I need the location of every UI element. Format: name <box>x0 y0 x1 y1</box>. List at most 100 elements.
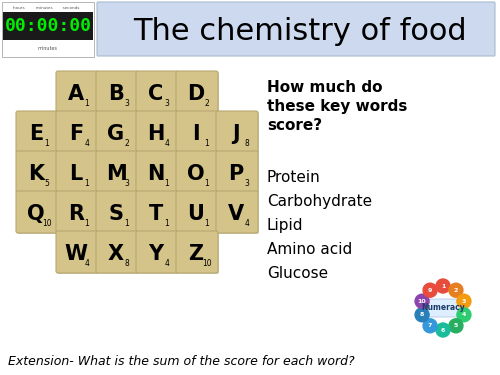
Text: 3: 3 <box>462 299 466 304</box>
FancyBboxPatch shape <box>56 191 98 233</box>
Text: O: O <box>187 164 205 184</box>
Circle shape <box>415 308 429 322</box>
FancyBboxPatch shape <box>57 192 99 234</box>
Text: 7: 7 <box>428 323 432 328</box>
Circle shape <box>434 327 438 330</box>
Text: 4: 4 <box>84 139 89 148</box>
FancyBboxPatch shape <box>96 191 138 233</box>
FancyBboxPatch shape <box>217 152 259 194</box>
Circle shape <box>436 323 450 337</box>
Circle shape <box>436 279 450 293</box>
Text: 1: 1 <box>441 284 445 288</box>
FancyBboxPatch shape <box>176 151 218 193</box>
FancyBboxPatch shape <box>176 71 218 113</box>
FancyBboxPatch shape <box>177 232 219 274</box>
Text: 1: 1 <box>204 219 210 228</box>
Text: Q: Q <box>27 204 45 224</box>
FancyBboxPatch shape <box>176 191 218 233</box>
Text: 4: 4 <box>164 139 170 148</box>
FancyBboxPatch shape <box>177 112 219 154</box>
FancyBboxPatch shape <box>177 192 219 234</box>
FancyBboxPatch shape <box>136 191 178 233</box>
FancyBboxPatch shape <box>96 71 138 113</box>
FancyBboxPatch shape <box>137 112 179 154</box>
Text: 8: 8 <box>124 259 130 268</box>
Circle shape <box>457 294 471 308</box>
FancyBboxPatch shape <box>96 151 138 193</box>
FancyBboxPatch shape <box>422 299 464 317</box>
Text: Carbohydrate: Carbohydrate <box>267 194 372 209</box>
FancyBboxPatch shape <box>97 192 139 234</box>
FancyBboxPatch shape <box>97 2 495 56</box>
Text: Y: Y <box>148 244 164 264</box>
Text: S: S <box>108 204 124 224</box>
FancyBboxPatch shape <box>16 191 58 233</box>
Text: Extension- What is the sum of the score for each word?: Extension- What is the sum of the score … <box>8 355 354 368</box>
Text: X: X <box>108 244 124 264</box>
FancyBboxPatch shape <box>176 231 218 273</box>
Text: 1: 1 <box>204 139 210 148</box>
FancyBboxPatch shape <box>216 151 258 193</box>
Circle shape <box>424 320 426 322</box>
FancyBboxPatch shape <box>57 72 99 114</box>
Text: 00:00:00: 00:00:00 <box>4 17 92 35</box>
Text: 2: 2 <box>124 139 130 148</box>
Text: 8: 8 <box>420 312 424 317</box>
Text: 9: 9 <box>428 288 432 293</box>
Circle shape <box>464 306 466 309</box>
FancyBboxPatch shape <box>97 152 139 194</box>
Circle shape <box>423 283 437 297</box>
Text: G: G <box>108 124 124 144</box>
FancyBboxPatch shape <box>216 111 258 153</box>
Text: 4: 4 <box>244 219 250 228</box>
FancyBboxPatch shape <box>136 111 178 153</box>
Text: F: F <box>69 124 83 144</box>
Circle shape <box>460 294 462 297</box>
Text: E: E <box>29 124 43 144</box>
FancyBboxPatch shape <box>16 151 58 193</box>
Text: 10: 10 <box>42 219 51 228</box>
FancyBboxPatch shape <box>177 72 219 114</box>
Text: 4: 4 <box>164 259 170 268</box>
Text: A: A <box>68 84 84 104</box>
FancyBboxPatch shape <box>136 151 178 193</box>
Circle shape <box>457 308 471 322</box>
Text: L: L <box>70 164 82 184</box>
Text: 5: 5 <box>454 323 458 328</box>
Text: 10: 10 <box>418 299 426 304</box>
Text: 1: 1 <box>164 179 170 188</box>
FancyBboxPatch shape <box>56 111 98 153</box>
Text: T: T <box>149 204 163 224</box>
Text: Lipid: Lipid <box>267 218 304 233</box>
Text: 3: 3 <box>244 179 250 188</box>
FancyBboxPatch shape <box>97 232 139 274</box>
Text: minutes: minutes <box>38 45 58 51</box>
FancyBboxPatch shape <box>176 111 218 153</box>
Text: V: V <box>228 204 244 224</box>
Text: D: D <box>188 84 204 104</box>
Text: U: U <box>188 204 204 224</box>
Text: K: K <box>28 164 44 184</box>
Text: 1: 1 <box>124 219 130 228</box>
Circle shape <box>448 327 452 330</box>
Circle shape <box>415 294 429 308</box>
Circle shape <box>420 306 422 309</box>
FancyBboxPatch shape <box>57 112 99 154</box>
Text: 4: 4 <box>84 259 89 268</box>
Circle shape <box>424 294 426 297</box>
Text: Protein: Protein <box>267 170 321 185</box>
Circle shape <box>449 319 463 333</box>
FancyBboxPatch shape <box>56 151 98 193</box>
Text: 1: 1 <box>204 179 210 188</box>
Text: 2: 2 <box>204 99 210 108</box>
FancyBboxPatch shape <box>96 231 138 273</box>
Text: R: R <box>68 204 84 224</box>
Text: 5: 5 <box>44 179 50 188</box>
Text: How much do
these key words
score?: How much do these key words score? <box>267 80 408 134</box>
FancyBboxPatch shape <box>136 231 178 273</box>
Circle shape <box>434 286 438 289</box>
FancyBboxPatch shape <box>57 152 99 194</box>
FancyBboxPatch shape <box>96 111 138 153</box>
Text: hours         minutes        seconds: hours minutes seconds <box>13 6 79 10</box>
Text: H: H <box>148 124 164 144</box>
